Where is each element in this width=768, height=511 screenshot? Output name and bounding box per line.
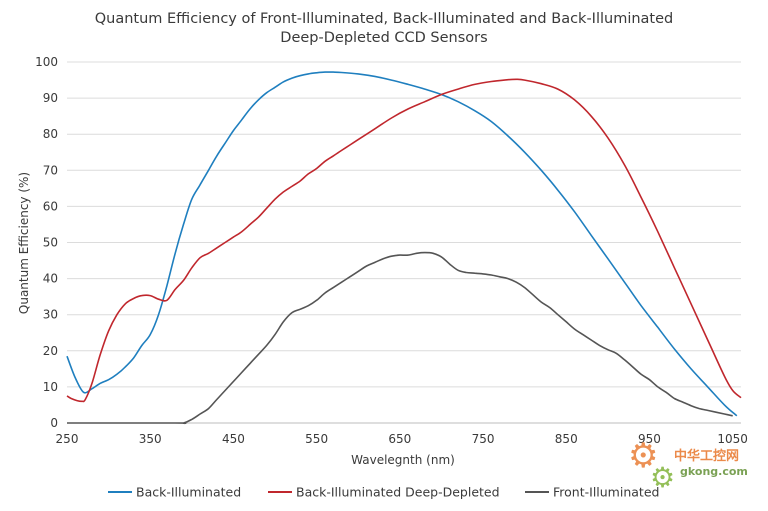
watermark-text: 中华工控网: [674, 449, 740, 464]
x-tick-label: 750: [472, 432, 495, 446]
y-tick-label: 100: [35, 55, 58, 69]
series-lines: [66, 71, 742, 425]
y-tick-label: 50: [43, 236, 58, 250]
legend-label: Front-Illuminated: [553, 485, 659, 500]
y-tick-label: 10: [43, 380, 58, 394]
y-tick-label: 80: [43, 127, 58, 141]
y-tick-label: 40: [43, 272, 58, 286]
y-tick-label: 60: [43, 199, 58, 213]
x-tick-label: 650: [388, 432, 411, 446]
x-tick-label: 350: [139, 432, 162, 446]
x-tick-label: 850: [555, 432, 578, 446]
x-tick-label: 950: [638, 432, 661, 446]
gear-icon: ⚙: [628, 437, 659, 475]
y-tick-label: 90: [43, 91, 58, 105]
x-tick-label: 1050: [717, 432, 748, 446]
chart-title-line2: Deep-Depleted CCD Sensors: [280, 30, 487, 46]
chart-title-line1: Quantum Efficiency of Front-Illuminated,…: [95, 11, 674, 27]
x-tick-label: 450: [222, 432, 245, 446]
x-tick-label: 550: [305, 432, 328, 446]
legend-label: Back-Illuminated Deep-Depleted: [296, 485, 500, 500]
y-tick-label: 20: [43, 344, 58, 358]
series-line-1: [66, 78, 742, 403]
watermark-url: gkong.com: [680, 465, 748, 478]
series-line-2: [67, 251, 733, 425]
y-axis-label: Quantum Efficiency (%): [17, 172, 31, 314]
y-tick-label: 0: [50, 416, 58, 430]
series-line-0: [66, 71, 738, 417]
x-axis-ticks: 250 350 450 550 650 750 850 950 1050: [56, 432, 748, 446]
y-tick-label: 30: [43, 308, 58, 322]
gear-icon: ⚙: [650, 462, 676, 493]
x-tick-label: 250: [56, 432, 79, 446]
x-axis-label: Wavelegnth (nm): [351, 453, 455, 467]
y-axis-ticks: 0 10 20 30 40 50 60 70 80 90 100: [35, 55, 58, 430]
legend-label: Back-Illuminated: [136, 485, 241, 500]
watermark-logo: ⚙ ⚙ 中华工控网 gkong.com: [628, 439, 758, 499]
gridlines: [67, 61, 741, 424]
y-tick-label: 70: [43, 163, 58, 177]
legend: Back-Illuminated Back-Illuminated Deep-De…: [108, 485, 659, 500]
